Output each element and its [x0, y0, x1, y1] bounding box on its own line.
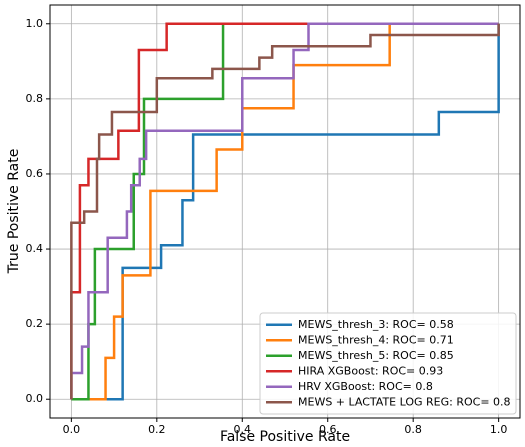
x-tick-label: 0.6 — [319, 423, 337, 436]
x-tick-label: 0.4 — [234, 423, 252, 436]
y-tick-label: 0.8 — [26, 92, 44, 105]
roc-line — [70, 23, 500, 400]
x-tick-label: 0.2 — [148, 423, 166, 436]
roc-line — [71, 23, 500, 401]
legend-label: HRV XGBoost: ROC= 0.8 — [298, 380, 433, 393]
legend-label: MEWS_thresh_5: ROC= 0.85 — [298, 349, 454, 362]
legend-label: MEWS_thresh_3: ROC= 0.58 — [298, 318, 454, 331]
y-axis-title: True Positive Rate — [6, 149, 22, 275]
legend-label: MEWS + LACTATE LOG REG: ROC= 0.8 — [298, 395, 511, 408]
legend-label: HIRA XGBoost: ROC= 0.93 — [298, 364, 443, 377]
y-tick-label: 0.4 — [26, 242, 44, 255]
x-tick-label: 0.8 — [404, 423, 422, 436]
roc-line — [70, 22, 499, 400]
legend: MEWS_thresh_3: ROC= 0.58 MEWS_thresh_4: R… — [259, 312, 517, 415]
legend-label: MEWS_thresh_4: ROC= 0.71 — [298, 333, 454, 346]
x-tick-label: 1.0 — [490, 423, 508, 436]
y-tick-label: 1.0 — [26, 17, 44, 30]
x-tick-label: 0.0 — [63, 423, 81, 436]
roc-line — [71, 22, 499, 401]
y-tick-label: 0.6 — [26, 167, 44, 180]
plot-frame — [49, 4, 521, 419]
y-tick-label: 0.2 — [26, 317, 44, 330]
x-axis-title: False Positive Rate — [220, 429, 350, 445]
legend-box — [259, 312, 517, 415]
roc-line — [70, 22, 499, 400]
y-tick-label: 0.0 — [26, 392, 44, 405]
